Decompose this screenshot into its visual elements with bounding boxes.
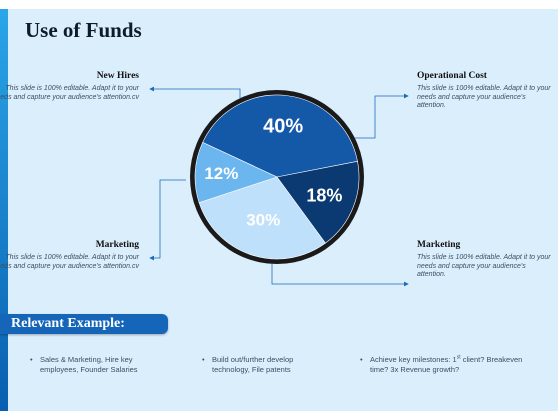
callout-operational-cost: Operational Cost This slide is 100% edit…: [417, 71, 552, 111]
callout-heading: Marketing: [417, 240, 461, 250]
pie-slice-12: [194, 141, 278, 203]
bullet-dot-icon: •: [202, 355, 205, 364]
bullet-item: • Build out/further develop technology, …: [202, 355, 322, 374]
relevant-example-heading: Relevant Example:: [11, 316, 125, 331]
callout-marketing-left: Marketing This slide is 100% editable. A…: [0, 240, 139, 271]
connector-marketing-left: [149, 179, 186, 261]
callout-new-hires: New Hires This slide is 100% editable. A…: [0, 71, 139, 102]
callout-heading: Marketing: [95, 240, 139, 250]
bullet-text: Build out/further develop technology, Fi…: [212, 355, 294, 374]
bullet-item: • Sales & Marketing, Hire key employees,…: [30, 355, 170, 374]
callout-text: This slide is 100% editable. Adapt it to…: [417, 254, 551, 278]
bullet-superscript: st: [456, 354, 461, 361]
callout-heading: Operational Cost: [417, 71, 487, 81]
left-accent-bar: [0, 9, 8, 411]
pie-label-18: 18%: [306, 186, 342, 206]
callout-text: This slide is 100% editable. Adapt it to…: [0, 254, 139, 270]
pie-label-40: 40%: [263, 116, 303, 138]
pie-label-30: 30%: [246, 210, 280, 229]
connector-operational-cost: [342, 93, 409, 139]
pie-slice-18: [276, 161, 360, 244]
bullet-text: Sales & Marketing, Hire key employees, F…: [40, 355, 138, 374]
relevant-example-banner: Relevant Example:: [0, 314, 168, 334]
bullet-item: • Achieve key milestones: 1st client? Br…: [360, 355, 530, 374]
page-title: Use of Funds: [25, 18, 142, 42]
bullet-dot-icon: •: [360, 355, 363, 364]
callout-marketing-right: Marketing This slide is 100% editable. A…: [417, 240, 552, 280]
bullet-text-part: Achieve key milestones: 1: [370, 355, 457, 364]
connector-new-hires: [149, 86, 241, 98]
callout-heading: New Hires: [96, 71, 139, 81]
connector-marketing-right: [271, 258, 409, 287]
bullet-dot-icon: •: [30, 355, 33, 364]
callout-text: This slide is 100% editable. Adapt it to…: [417, 85, 551, 109]
pie-label-12: 12%: [204, 164, 238, 183]
bullet-text-part: client? Breakeven time? 3x Revenue growt…: [370, 355, 523, 374]
pie-slice-30: [198, 176, 326, 260]
pie-slice-40: [202, 94, 358, 178]
callout-text: This slide is 100% editable. Adapt it to…: [0, 85, 139, 101]
bullet-text: Achieve key milestones: 1st client? Brea…: [370, 355, 522, 374]
